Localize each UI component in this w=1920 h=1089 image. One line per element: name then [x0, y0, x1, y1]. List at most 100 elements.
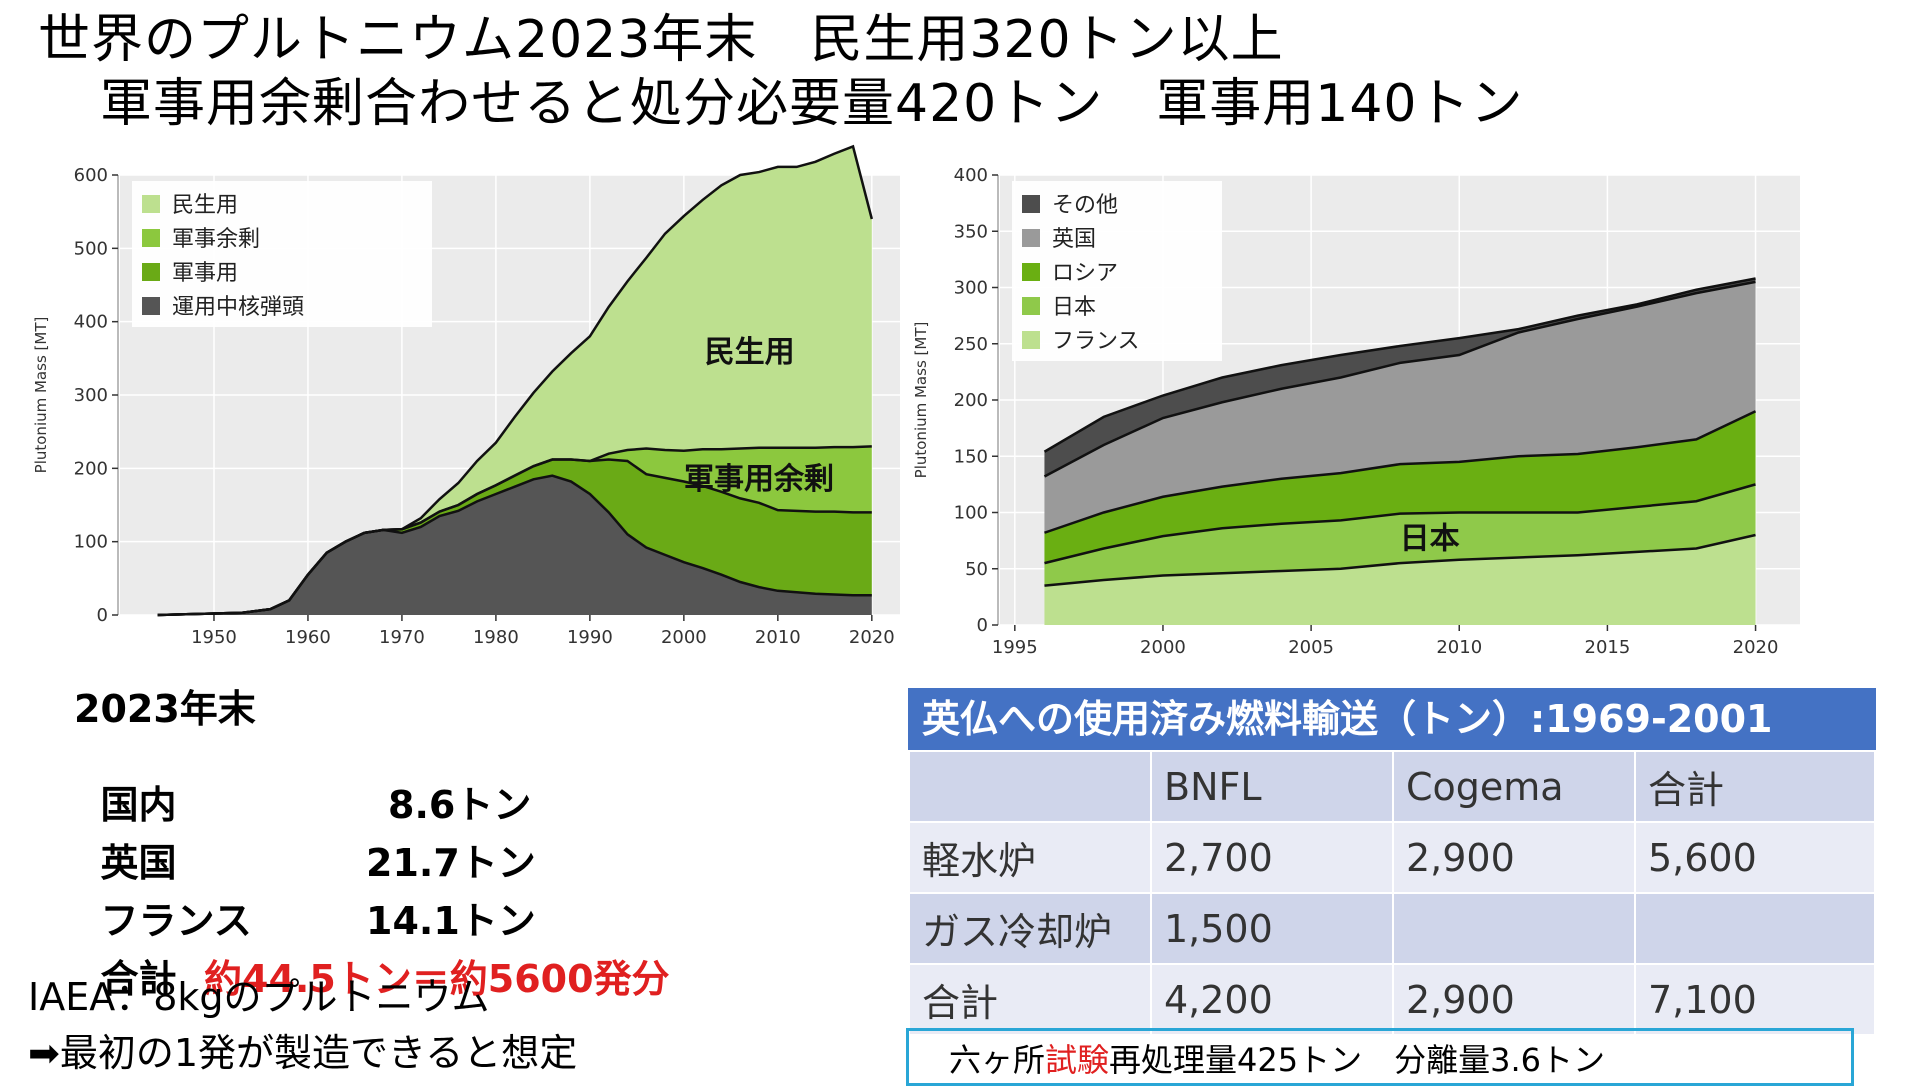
stats-value: 14.1トン	[366, 899, 536, 943]
legend-swatch	[1022, 297, 1040, 315]
x-tick-label: 2000	[1140, 637, 1186, 658]
area-series-2	[157, 459, 872, 615]
page-title-line2: 軍事用余剰合わせると処分必要量420トン 軍事用140トン	[100, 74, 1524, 134]
stats-total-label: 合計	[100, 957, 177, 1001]
table-cell: 7,100	[1634, 963, 1876, 1036]
legend-swatch	[142, 229, 160, 247]
stats-row-uk: 英国 21.7トン	[74, 806, 535, 885]
x-tick-label: 1960	[285, 627, 331, 648]
page-title-line1: 世界のプルトニウム2023年末 民生用320トン以上	[38, 10, 1284, 70]
table-cell	[1392, 892, 1636, 965]
y-tick-label: 500	[74, 238, 108, 259]
y-tick-label: 300	[74, 385, 108, 406]
x-tick-label: 1950	[191, 627, 237, 648]
series-boundary-line	[1044, 533, 1756, 587]
x-tick-label: 2010	[755, 627, 801, 648]
table-header-row: BNFL Cogema 合計	[908, 750, 1876, 823]
table-cell: 軽水炉	[908, 821, 1152, 894]
y-tick-label: 0	[97, 605, 108, 626]
y-tick-label: 400	[74, 312, 108, 333]
legend-swatch	[1022, 229, 1040, 247]
table-row: ガス冷却炉 1,500	[908, 892, 1876, 965]
legend-label: フランス	[1052, 329, 1140, 354]
y-tick-label: 250	[954, 334, 988, 355]
table-caption: 英仏への使用済み燃料輸送（トン）:1969-2001	[908, 688, 1876, 750]
table-cell: 5,600	[1634, 821, 1876, 894]
x-tick-label: 2020	[849, 627, 895, 648]
series-boundary-line	[1043, 277, 1756, 453]
first-bomb-note: ➡最初の1発が製造できると想定	[28, 1031, 578, 1075]
area-series-2	[1044, 484, 1756, 586]
y-tick-label: 100	[954, 503, 988, 524]
table-header-cell: Cogema	[1392, 750, 1636, 823]
series-boundary-line	[1043, 280, 1756, 478]
spent-fuel-transport-table: 英仏への使用済み燃料輸送（トン）:1969-2001 BNFL Cogema 合…	[908, 688, 1876, 1036]
stats-total-value: 約44.5トン＝約5600発分	[204, 957, 670, 1001]
y-tick-label: 0	[977, 615, 988, 636]
legend-swatch	[142, 297, 160, 315]
stats-value: 21.7トン	[366, 841, 536, 885]
legend-label: 英国	[1052, 227, 1096, 252]
y-axis-label: Plutonium Mass [MT]	[912, 322, 930, 479]
legend-label: ロシア	[1052, 261, 1118, 286]
x-tick-label: 1995	[992, 637, 1038, 658]
area-series-4	[1044, 281, 1756, 533]
series-boundary-line	[1044, 483, 1756, 565]
table-cell: ガス冷却炉	[908, 892, 1152, 965]
table-cell: 1,500	[1150, 892, 1394, 965]
legend-swatch	[142, 263, 160, 281]
legend-swatch	[1022, 195, 1040, 213]
series-boundary-line	[1044, 410, 1757, 534]
stats-heading: 2023年末	[74, 687, 256, 731]
x-tick-label: 2010	[1436, 637, 1482, 658]
rokkasho-prefix: 六ヶ所	[949, 1041, 1046, 1079]
x-tick-label: 1990	[567, 627, 613, 648]
stats-label: 国内	[100, 783, 177, 827]
table-header-cell: 合計	[1634, 750, 1876, 823]
legend-label: 軍事用	[172, 261, 238, 286]
world-plutonium-chart: 0 100 200 300 400 500 600 1950 1960 1970 1980 1990 2…	[32, 144, 900, 648]
x-tick-label: 1980	[473, 627, 519, 648]
area-series-1	[157, 475, 872, 615]
y-tick-label: 300	[954, 278, 988, 299]
legend-label: その他	[1052, 193, 1118, 218]
stats-row-domestic: 国内 8.6トン	[74, 748, 531, 827]
y-tick-label: 150	[954, 446, 988, 467]
stats-row-france: フランス 14.1トン	[74, 864, 535, 943]
table-cell: 4,200	[1150, 963, 1394, 1036]
legend-box	[132, 181, 432, 327]
plutonium-by-country-chart: 0 50 100 150 200 250 300 350 400 1995 2000 2005 2010…	[912, 165, 1800, 658]
rokkasho-suffix: 再処理量425トン 分離量3.6トン	[1109, 1041, 1606, 1079]
x-tick-label: 2000	[661, 627, 707, 648]
stats-label: フランス	[100, 899, 252, 943]
table-cell: 2,900	[1392, 963, 1636, 1036]
y-axis-label: Plutonium Mass [MT]	[32, 317, 50, 474]
legend-swatch	[142, 195, 160, 213]
y-tick-label: 200	[954, 390, 988, 411]
x-tick-label: 2015	[1585, 637, 1631, 658]
area-series-1	[1044, 535, 1756, 625]
legend-swatch	[1022, 263, 1040, 281]
table-cell: 合計	[908, 963, 1152, 1036]
legend-label: 運用中核弾頭	[172, 295, 304, 320]
area-series-3	[157, 446, 872, 615]
series-boundary-line	[157, 144, 874, 617]
chart-annotation: 日本	[1400, 522, 1460, 557]
legend-label: 軍事余剰	[172, 227, 260, 252]
area-series-3	[1044, 411, 1756, 564]
x-tick-label: 2020	[1733, 637, 1779, 658]
table-cell: 2,700	[1150, 821, 1394, 894]
area-series-4	[157, 146, 872, 615]
x-tick-label: 2005	[1288, 637, 1334, 658]
legend-box	[1012, 181, 1222, 361]
x-tick-label: 1970	[379, 627, 425, 648]
legend-label: 民生用	[172, 193, 238, 218]
stats-label: 英国	[100, 841, 177, 885]
legend-swatch	[1022, 331, 1040, 349]
y-tick-label: 200	[74, 458, 108, 479]
rokkasho-box: 六ヶ所試験再処理量425トン 分離量3.6トン	[906, 1028, 1854, 1086]
stats-value: 8.6トン	[388, 783, 532, 827]
y-tick-label: 350	[954, 221, 988, 242]
y-tick-label: 50	[965, 559, 988, 580]
table-cell: 2,900	[1392, 821, 1636, 894]
